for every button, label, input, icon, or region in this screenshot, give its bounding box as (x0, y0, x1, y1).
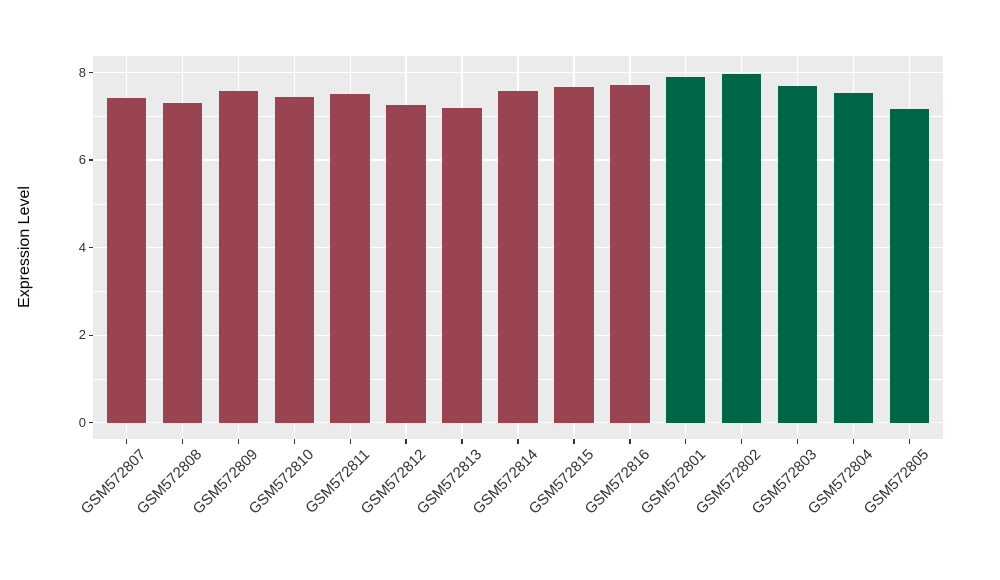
y-axis-title: Expression Level (16, 186, 33, 308)
bar-GSM572805 (889, 109, 930, 423)
x-tick-mark (908, 439, 911, 444)
y-tick-mark (88, 334, 93, 336)
bar-GSM572816 (610, 85, 650, 423)
y-tick-label: 2 (78, 327, 86, 343)
y-tick-mark (88, 159, 93, 161)
y-tick-label: 6 (78, 152, 86, 168)
y-tick-label: 4 (78, 239, 86, 255)
bar-GSM572802 (721, 73, 762, 423)
bar-GSM572811 (330, 94, 370, 423)
y-tick-mark (88, 247, 93, 249)
x-tick-mark (405, 439, 407, 444)
y-tick-mark (88, 71, 93, 74)
x-tick-mark (125, 439, 128, 444)
x-tick-mark (461, 439, 463, 444)
x-tick-mark (181, 439, 184, 444)
bar-GSM572804 (833, 93, 874, 423)
plot-panel (93, 56, 943, 439)
bar-GSM572810 (274, 97, 315, 423)
x-tick-mark (517, 439, 519, 444)
y-tick-label: 8 (78, 64, 86, 80)
bar-GSM572807 (106, 97, 147, 423)
x-tick-mark (740, 439, 743, 444)
x-tick-mark (349, 439, 351, 444)
bar-GSM572809 (218, 91, 259, 423)
x-tick-mark (237, 439, 240, 444)
x-tick-mark (685, 439, 687, 444)
bar-GSM572803 (777, 85, 818, 423)
y-tick-label: 0 (78, 414, 86, 430)
x-tick-mark (573, 439, 575, 444)
x-tick-mark (796, 439, 799, 444)
bar-GSM572801 (666, 76, 706, 423)
bar-GSM572808 (162, 103, 203, 423)
y-tick-mark (88, 422, 93, 424)
bar-GSM572815 (554, 87, 594, 423)
bar-GSM572813 (442, 108, 482, 423)
x-tick-mark (852, 439, 855, 444)
bar-GSM572812 (386, 105, 426, 423)
x-tick-mark (629, 439, 631, 444)
bar-GSM572814 (498, 91, 538, 423)
x-tick-mark (293, 439, 295, 444)
